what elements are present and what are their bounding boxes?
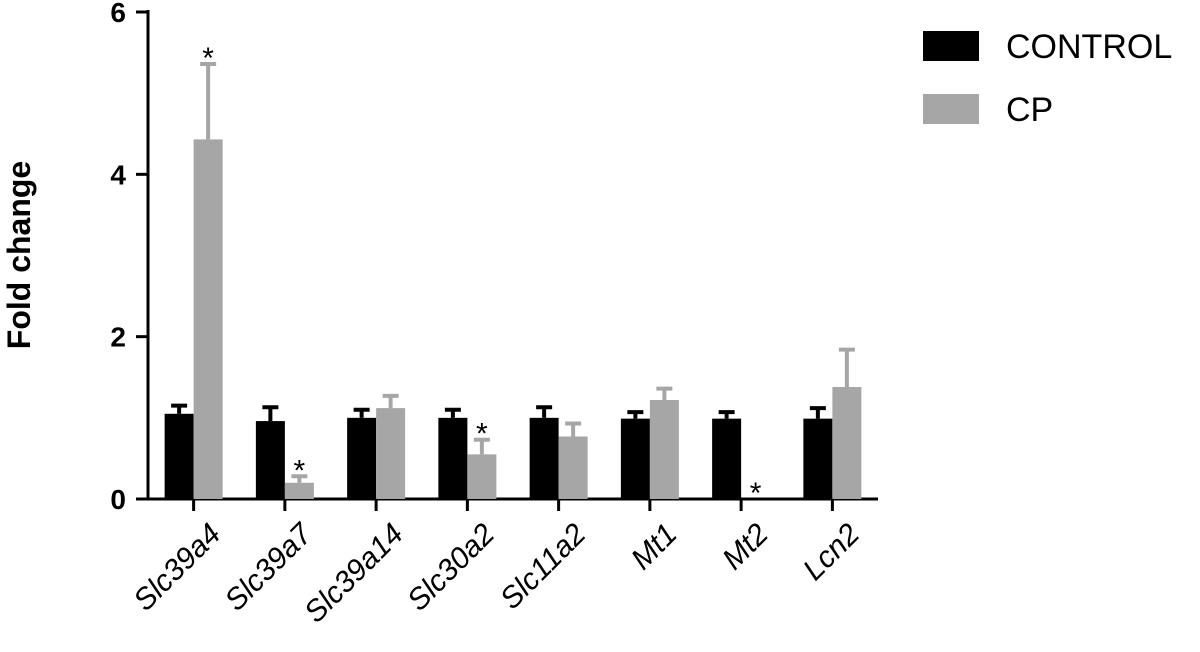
- bar-control: [803, 418, 833, 499]
- legend-label-cp: CP: [1006, 91, 1053, 129]
- bar-control: [529, 417, 559, 499]
- bar-cp: [193, 139, 223, 499]
- bars: [164, 139, 862, 499]
- error-bars: [171, 61, 855, 483]
- y-tick-label: 6: [110, 0, 126, 28]
- significance-asterisk: *: [750, 477, 762, 510]
- legend: CONTROL CP: [923, 28, 1172, 129]
- bar-cp: [649, 399, 679, 499]
- legend-swatch-control: [923, 31, 979, 61]
- x-axis: [146, 497, 878, 511]
- bar-control: [620, 418, 650, 499]
- bar-cp: [376, 408, 406, 499]
- y-axis-label: Fold change: [1, 161, 37, 349]
- bar-control: [164, 413, 194, 499]
- category-label: Mt1: [625, 517, 684, 576]
- y-tick-label: 4: [110, 159, 126, 190]
- category-label: Lcn2: [797, 517, 867, 587]
- y-tick-label: 0: [110, 484, 126, 515]
- bar-control: [712, 418, 742, 499]
- bar-cp: [284, 482, 314, 499]
- bar-cp: [558, 436, 588, 499]
- category-label: Slc39a14: [298, 517, 410, 629]
- significance-markers: * * * *: [202, 42, 762, 510]
- category-label: Slc30a2: [401, 517, 501, 617]
- category-label: Slc39a4: [127, 517, 227, 617]
- bar-cp: [832, 386, 862, 499]
- category-label: Slc11a2: [494, 517, 593, 616]
- legend-label-control: CONTROL: [1006, 28, 1172, 66]
- significance-asterisk: *: [294, 454, 306, 487]
- significance-asterisk: *: [476, 418, 488, 451]
- category-label: Mt2: [716, 517, 775, 576]
- significance-asterisk: *: [202, 42, 214, 75]
- y-axis: 0 2 4 6: [110, 0, 150, 515]
- bar-control: [347, 417, 377, 499]
- bar-control: [438, 417, 468, 499]
- y-tick-label: 2: [110, 322, 126, 353]
- bar-cp: [467, 454, 497, 499]
- bar-control: [255, 421, 285, 499]
- legend-swatch-cp: [923, 94, 979, 124]
